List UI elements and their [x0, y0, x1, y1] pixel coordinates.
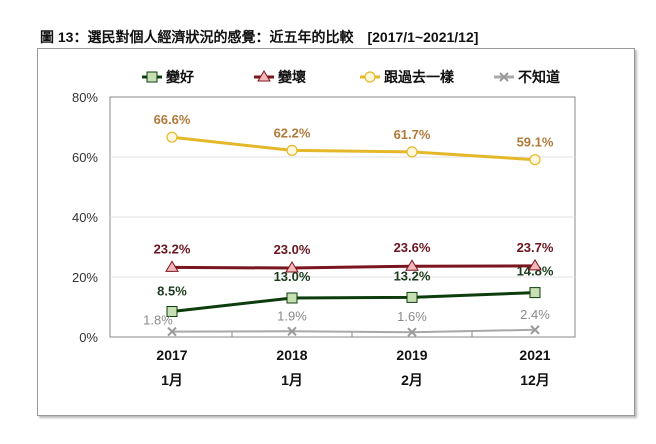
x-tick-label-year: 2021: [519, 347, 550, 363]
series-line-1: [171, 264, 536, 270]
legend-label-3: 不知道: [518, 69, 560, 85]
data-point-2-1: [286, 144, 298, 156]
data-point-3-0: [167, 326, 177, 337]
legend-label-2: 跟過去一樣: [384, 69, 455, 85]
data-label-1-3: 23.7%: [517, 240, 554, 255]
data-label-3-2: 1.6%: [397, 309, 427, 324]
legend-marker-1: [257, 70, 271, 82]
data-label-3-0: 1.8%: [143, 313, 173, 328]
chart-title: 圖 13：選民對個人經濟狀況的感覺：近五年的比較 [2017/1~2021/12…: [40, 29, 479, 45]
y-tick-label: 40%: [72, 210, 98, 225]
data-point-2-2: [406, 146, 418, 158]
data-point-2-3: [529, 154, 541, 166]
data-point-0-1: [286, 292, 298, 304]
data-label-1-0: 23.2%: [154, 241, 191, 256]
data-point-1-3: [528, 258, 542, 271]
y-tick-label: 60%: [72, 150, 98, 165]
x-tick-label-month: 2月: [401, 372, 423, 388]
x-tick-label-month: 12月: [520, 372, 550, 388]
series-line-2: [171, 135, 536, 162]
data-label-1-1: 23.0%: [274, 242, 311, 257]
data-point-1-1: [285, 261, 299, 273]
data-point-3-1: [287, 326, 297, 337]
data-point-3-3: [530, 325, 540, 335]
data-point-3-2: [407, 327, 417, 337]
legend-marker-0: [146, 71, 158, 83]
data-label-1-2: 23.6%: [394, 240, 431, 255]
data-point-0-2: [406, 291, 418, 303]
legend-marker-2: [364, 71, 376, 83]
x-tick-label-year: 2019: [396, 347, 427, 363]
series-line-3: [171, 328, 536, 334]
x-tick-label-year: 2017: [156, 347, 187, 363]
legend-label-1: 變壞: [278, 69, 306, 85]
data-label-0-0: 8.5%: [157, 284, 187, 299]
data-label-2-1: 62.2%: [274, 125, 311, 140]
data-label-2-2: 61.7%: [394, 127, 431, 142]
data-label-3-1: 1.9%: [277, 308, 307, 323]
data-label-0-1: 13.0%: [274, 269, 311, 284]
data-label-2-3: 59.1%: [517, 135, 554, 150]
x-tick-label-month: 1月: [161, 372, 183, 388]
data-label-3-3: 2.4%: [520, 307, 550, 322]
y-tick-label: 80%: [72, 90, 98, 105]
y-tick-label: 0%: [79, 330, 98, 345]
series-line-0: [171, 291, 536, 313]
data-point-0-0: [166, 306, 178, 317]
y-tick-label: 20%: [72, 270, 98, 285]
data-label-2-0: 66.6%: [154, 112, 191, 127]
data-label-0-2: 13.2%: [394, 268, 431, 283]
legend-label-0: 變好: [166, 69, 194, 85]
x-tick-label-month: 1月: [281, 372, 303, 388]
data-point-0-3: [529, 287, 541, 299]
data-point-2-0: [166, 131, 178, 143]
legend-marker-3: [499, 72, 509, 82]
data-point-1-2: [405, 259, 419, 271]
chart-frame: [37, 48, 635, 416]
data-point-1-0: [165, 260, 179, 272]
x-tick-label-year: 2018: [276, 347, 307, 363]
